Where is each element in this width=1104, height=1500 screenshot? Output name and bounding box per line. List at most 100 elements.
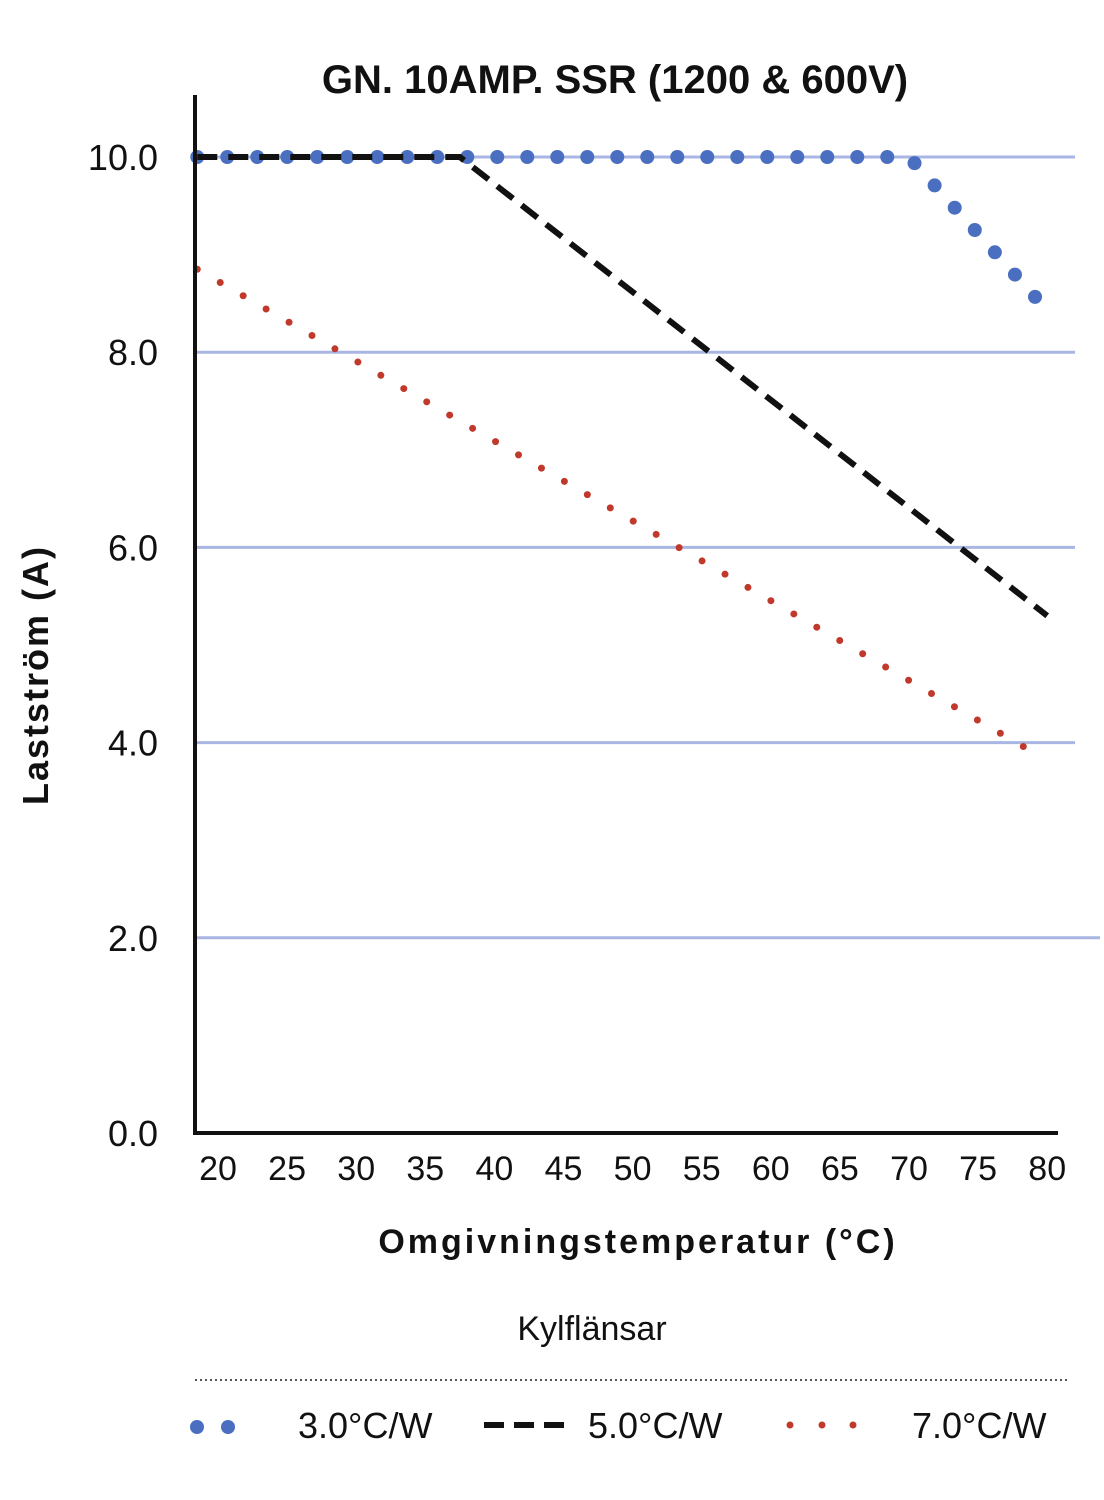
x-axis-label: Omgivningstemperatur (°C) (378, 1223, 897, 1261)
data-point (760, 150, 775, 164)
data-point (239, 292, 247, 300)
y-tick-label: 6.0 (108, 527, 158, 568)
x-tick-label: 70 (890, 1150, 928, 1188)
series-7-0-C-W (193, 265, 1027, 751)
data-point (310, 150, 325, 164)
y-tick-label: 4.0 (108, 723, 158, 764)
data-point (859, 650, 867, 658)
data-point (400, 150, 415, 164)
data-point (813, 623, 821, 631)
x-tick-label: 35 (406, 1150, 444, 1188)
data-point (492, 438, 500, 446)
data-point (836, 636, 844, 644)
data-point (928, 689, 936, 697)
data-point (423, 398, 431, 406)
x-tick-label: 30 (337, 1150, 375, 1188)
data-point (629, 517, 637, 525)
legend-swatch (818, 1421, 826, 1429)
data-point (515, 451, 523, 459)
data-point (882, 663, 890, 671)
series-5-0-C-W (197, 154, 1050, 619)
data-point (280, 150, 295, 164)
x-tick-label: 40 (475, 1150, 513, 1188)
data-point (973, 716, 981, 724)
chart-title: GN. 10AMP. SSR (1200 & 600V) (322, 58, 908, 102)
data-point (537, 464, 545, 472)
data-point (670, 150, 685, 164)
data-point (1007, 267, 1022, 282)
data-point (927, 178, 942, 193)
data-point (640, 150, 655, 164)
series-3-0-C-W (190, 150, 1043, 304)
y-tick-label: 2.0 (108, 918, 158, 959)
y-tick-label: 8.0 (108, 332, 158, 373)
x-tick-label: 20 (199, 1150, 237, 1188)
data-point (490, 150, 505, 164)
data-point (354, 358, 362, 366)
legend-swatch (190, 1420, 204, 1434)
x-tick-label: 55 (683, 1150, 721, 1188)
data-point (767, 597, 775, 605)
x-tick-labels: 20 25 30 35 40 45 50 55 60 65 70 75 80 (199, 1150, 1066, 1188)
legend: 3.0°C/W 5.0°C/W 7.0°C/W (190, 1405, 1046, 1446)
data-point (907, 156, 922, 171)
legend-label: 3.0°C/W (298, 1405, 432, 1446)
data-point (996, 729, 1004, 737)
data-point (430, 150, 445, 164)
x-tick-label: 25 (268, 1150, 306, 1188)
data-point (216, 278, 224, 286)
data-point (285, 318, 293, 326)
data-point (820, 150, 835, 164)
data-point (580, 150, 595, 164)
data-point (675, 544, 683, 552)
data-point (700, 150, 715, 164)
x-tick-label: 50 (614, 1150, 652, 1188)
x-tick-label: 60 (752, 1150, 790, 1188)
data-point (331, 345, 339, 353)
data-point (446, 411, 454, 419)
data-point (652, 530, 660, 538)
x-tick-label: 80 (1028, 1150, 1066, 1188)
data-point (905, 676, 913, 684)
x-tick-label: 75 (959, 1150, 997, 1188)
legend-item: 7.0°C/W (786, 1405, 1046, 1446)
data-point (721, 570, 729, 578)
legend-title: Kylflänsar (517, 1310, 666, 1348)
legend-swatch (221, 1420, 235, 1434)
y-tick-label: 0.0 (108, 1113, 158, 1154)
data-point (790, 610, 798, 618)
data-point (947, 200, 962, 215)
data-point (730, 150, 745, 164)
data-point (220, 150, 235, 164)
data-point (560, 477, 568, 485)
series-line (197, 154, 1050, 619)
data-point (250, 150, 265, 164)
data-point (583, 491, 591, 499)
data-point (698, 557, 706, 565)
data-point (744, 583, 752, 591)
legend-item: 3.0°C/W (190, 1405, 432, 1446)
legend-swatch (786, 1421, 794, 1429)
x-tick-label: 65 (821, 1150, 859, 1188)
data-point (1019, 743, 1027, 751)
legend-label: 7.0°C/W (912, 1405, 1046, 1446)
data-point (610, 150, 625, 164)
legend-swatch (849, 1421, 857, 1429)
data-point (987, 245, 1002, 260)
data-point (790, 150, 805, 164)
data-point (340, 150, 355, 164)
y-axis-label: Lastström (A) (15, 545, 56, 805)
data-point (400, 385, 408, 393)
data-point (520, 150, 535, 164)
y-tick-labels: 0.0 2.0 4.0 6.0 8.0 10.0 (88, 137, 158, 1154)
data-point (469, 424, 477, 432)
data-point (950, 703, 958, 711)
data-point (967, 223, 982, 238)
legend-item: 5.0°C/W (484, 1405, 722, 1446)
data-point (606, 504, 614, 512)
data-point (850, 150, 865, 164)
data-point (377, 371, 385, 379)
series-layer (190, 150, 1050, 751)
x-tick-label: 45 (545, 1150, 583, 1188)
